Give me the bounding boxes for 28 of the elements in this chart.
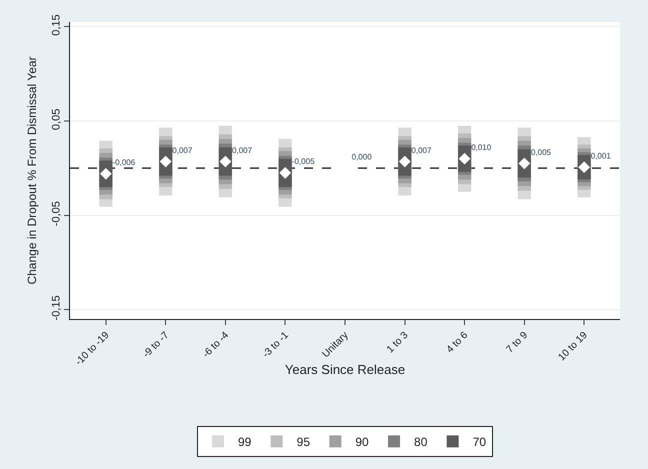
legend-label: 95: [296, 435, 310, 450]
legend-label: 99: [238, 435, 252, 450]
data-label: 0,007: [232, 146, 253, 155]
y-tick-label: 0,15: [50, 14, 63, 36]
x-tick-label: -3 to -1: [260, 330, 292, 360]
x-tick-label: -9 to -7: [141, 330, 172, 360]
x-tick-label: -10 to -19: [73, 330, 112, 368]
data-label: -0,005: [292, 157, 316, 166]
y-axis-title: Change in Dropout % From Dismissal Year: [25, 56, 39, 285]
x-tick-label: 4 to 6: [444, 330, 471, 356]
data-label: 0,010: [471, 143, 492, 152]
legend-label: 80: [414, 435, 428, 450]
data-label: 0,005: [530, 148, 552, 157]
legend-label: 90: [355, 435, 370, 450]
y-tick-label: 0,05: [50, 108, 63, 130]
y-tick-label: -0,05: [50, 201, 63, 226]
y-tick-label: -0,15: [50, 295, 63, 320]
x-tick-label: 7 to 9: [504, 330, 530, 356]
legend-label: 70: [472, 435, 486, 450]
x-tick-label: 1 to 3: [384, 330, 411, 356]
data-label: 0,000: [352, 152, 372, 162]
x-axis-title: Years Since Release: [284, 362, 406, 378]
x-tick-label: -6 to -4: [200, 330, 232, 360]
x-tick-label: 10 to 19: [556, 330, 590, 364]
data-label: -0,006: [112, 158, 136, 168]
data-label: 0,007: [172, 146, 193, 155]
data-label: 0,007: [411, 146, 432, 155]
data-label: 0,001: [590, 152, 612, 161]
